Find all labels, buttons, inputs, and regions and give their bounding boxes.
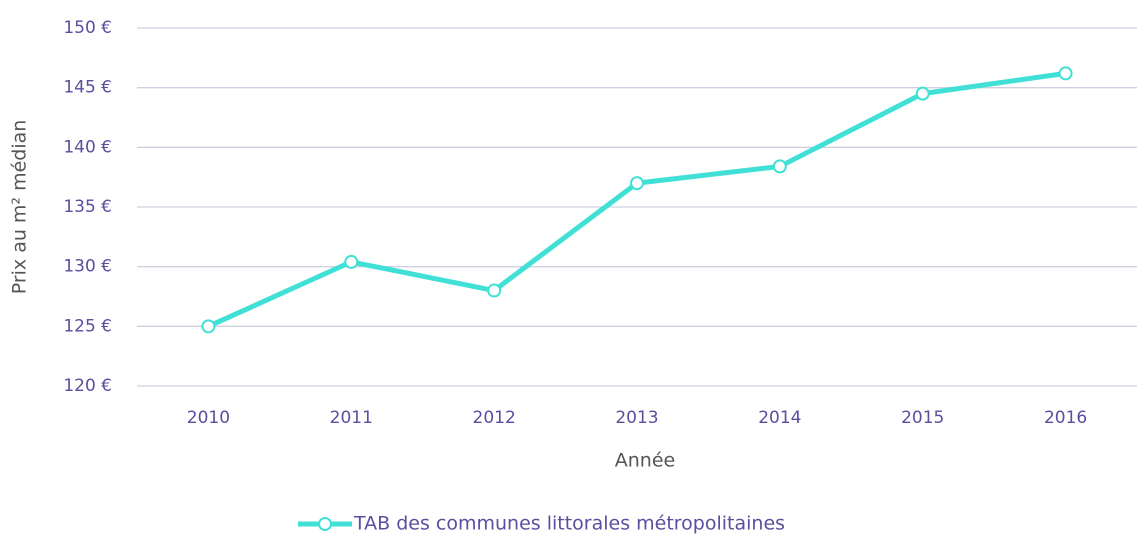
x-tick-label: 2016 xyxy=(1044,408,1087,428)
x-axis-title: Année xyxy=(615,450,675,472)
y-tick-label: 120 € xyxy=(63,376,112,396)
x-tick-label: 2014 xyxy=(758,408,801,428)
legend-label: TAB des communes littorales métropolitai… xyxy=(353,513,785,535)
y-tick-label: 130 € xyxy=(63,257,112,277)
data-point xyxy=(630,176,644,191)
x-tick-label: 2010 xyxy=(187,408,230,428)
x-tick-label: 2015 xyxy=(901,408,944,428)
y-tick-label: 125 € xyxy=(63,316,112,336)
data-point xyxy=(487,283,502,298)
data-point xyxy=(201,319,216,334)
legend-marker xyxy=(318,517,332,531)
y-tick-label: 150 € xyxy=(63,18,112,38)
data-point xyxy=(1058,66,1073,81)
y-tick-label: 140 € xyxy=(63,137,112,157)
x-tick-label: 2011 xyxy=(330,408,373,428)
series-line xyxy=(207,70,1066,329)
data-point xyxy=(772,159,787,174)
y-tick-label: 135 € xyxy=(63,197,112,217)
y-tick-label: 145 € xyxy=(63,78,112,98)
x-tick-label: 2012 xyxy=(473,408,516,428)
y-axis-title: Prix au m² médian xyxy=(9,120,31,295)
x-tick-label: 2013 xyxy=(615,408,658,428)
data-point xyxy=(344,254,359,269)
data-point xyxy=(915,86,930,101)
